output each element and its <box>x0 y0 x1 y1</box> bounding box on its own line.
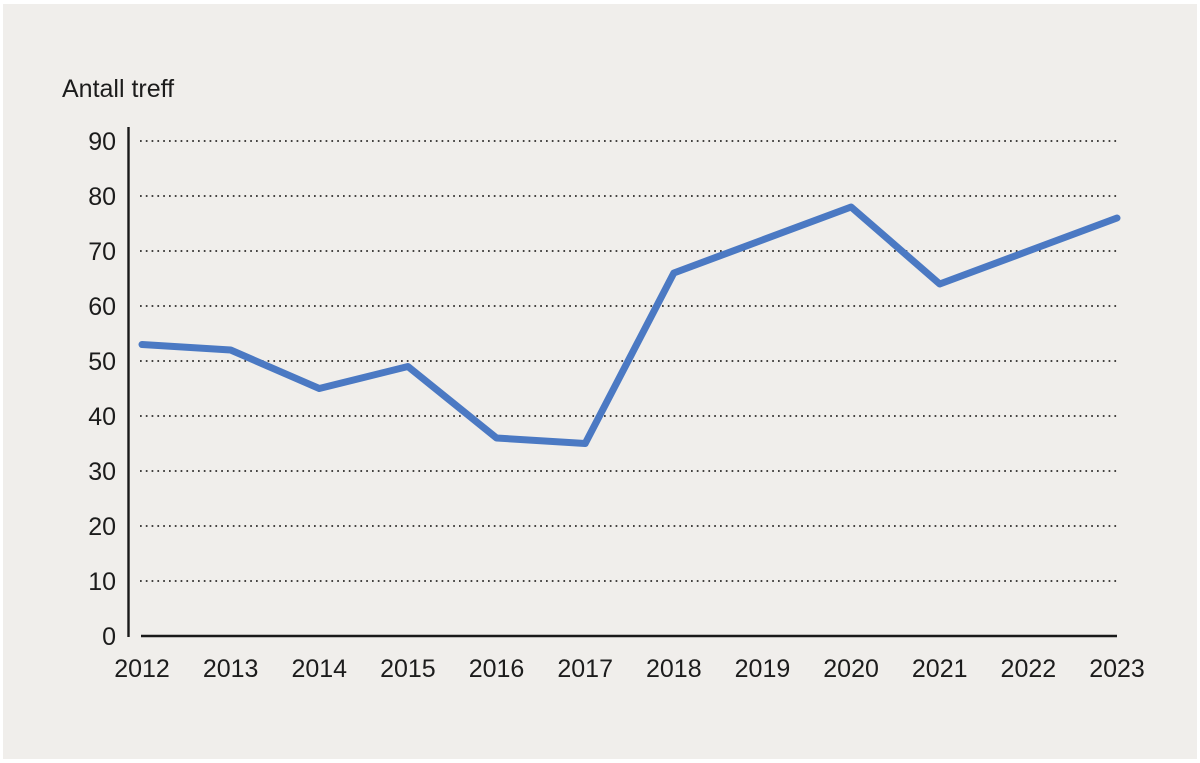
y-tick-label: 90 <box>88 128 116 156</box>
y-tick-label: 80 <box>88 183 116 211</box>
y-tick-label: 70 <box>88 238 116 266</box>
x-tick-label: 2014 <box>291 655 347 683</box>
data-line <box>138 203 1121 447</box>
x-tick-label: 2022 <box>1001 655 1057 683</box>
x-tick-label: 2019 <box>735 655 791 683</box>
x-tick-label: 2012 <box>114 655 170 683</box>
y-tick-label: 60 <box>88 293 116 321</box>
x-tick-label: 2017 <box>557 655 613 683</box>
chart-title: Antall treff <box>62 75 175 103</box>
x-tick-label: 2018 <box>646 655 702 683</box>
y-tick-label: 0 <box>102 623 116 651</box>
x-tick-label: 2021 <box>912 655 968 683</box>
y-tick-label: 40 <box>88 403 116 431</box>
line-chart: 0 10 20 30 40 50 60 70 80 90 2012 2013 2014 2015 2016 2… <box>88 127 1145 683</box>
x-tick-label: 2016 <box>469 655 525 683</box>
x-tick-label: 2023 <box>1089 655 1145 683</box>
y-tick-label: 20 <box>88 513 116 541</box>
y-tick-label: 50 <box>88 348 116 376</box>
x-tick-label: 2020 <box>823 655 879 683</box>
x-tick-label: 2015 <box>380 655 436 683</box>
chart-canvas: Antall treff 0 10 20 30 40 50 60 70 80 90 2012 2013… <box>3 4 1197 759</box>
y-tick-label: 30 <box>88 458 116 486</box>
x-tick-label: 2013 <box>203 655 259 683</box>
y-tick-label: 10 <box>88 568 116 596</box>
